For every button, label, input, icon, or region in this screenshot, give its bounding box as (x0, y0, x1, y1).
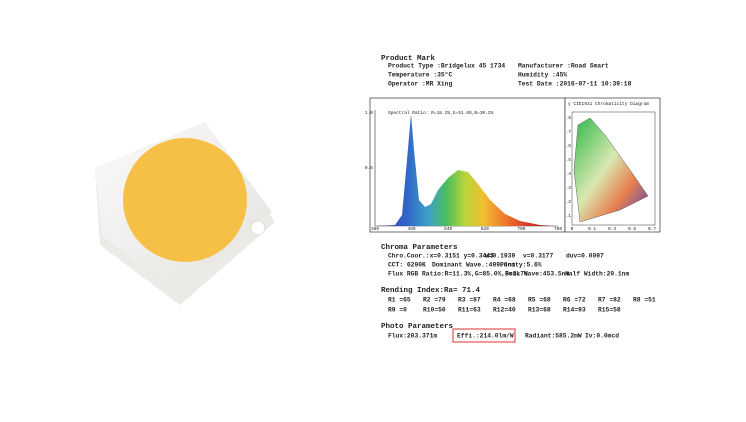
cie-title: y CIE1931 Chromaticity Diagram (568, 101, 649, 107)
info-field: Temperature :35°C (388, 71, 452, 79)
section-title: Chroma Parameters (381, 244, 458, 252)
y-tick-label: .8 (566, 115, 572, 121)
y-tick-label: 1.0 (365, 110, 373, 116)
photo-field: Iv:0.0mcd (585, 333, 619, 340)
cri-value: R5 =68 (528, 297, 551, 304)
y-tick-label: .3 (566, 185, 572, 191)
section-title: Rending Index:Ra= 71.4 (381, 287, 481, 295)
cri-value: R6 =72 (563, 297, 586, 304)
photo-field: Effi.:214.0lm/W (457, 333, 514, 340)
chroma-field: Peak Wave:453.5nm (505, 271, 569, 278)
led-photo (95, 122, 275, 305)
x-tick-label: 540 (444, 226, 452, 232)
y-tick-label: 0.5 (365, 165, 373, 171)
chroma-field: v=0.3177 (523, 253, 553, 260)
photo-field: Radiant:585.2mW (525, 333, 582, 340)
cri-value: R8 =51 (633, 297, 656, 304)
cri-value: R10=50 (423, 307, 446, 314)
info-field: Product Type :Bridgelux 45 1734 (388, 63, 505, 70)
spectral-ratio: Spectral Ratio: R=18.2%,G=51.6%,B=30.2% (388, 110, 494, 116)
cri-value: R4 =68 (493, 297, 516, 304)
info-field: Operator :MR Xing (388, 81, 452, 88)
chroma-field: Half Width:20.1nm (565, 271, 629, 278)
chroma-field: Purity:5.6% (500, 262, 542, 269)
info-field: Manufacturer :Road Smart (518, 63, 609, 70)
chroma-field: CCT: 6290K (388, 262, 426, 269)
led-phosphor (123, 138, 247, 262)
spectrum-curve (375, 114, 555, 226)
cri-value: R1 =65 (388, 297, 411, 304)
cri-value: R14=93 (563, 307, 586, 314)
x-tick-label: 0 (571, 226, 574, 232)
info-field: Humidity :45% (518, 72, 567, 79)
chroma-field: Chro.Coor.:x=0.3151 y=0.3443 (388, 253, 494, 260)
x-tick-label: 700 (517, 226, 525, 232)
chroma-field: duv=0.0097 (566, 253, 604, 260)
y-tick-label: .6 (566, 143, 572, 149)
cri-value: R11=63 (458, 307, 481, 314)
cri-value: R7 =82 (598, 297, 621, 304)
y-tick-label: .2 (566, 199, 572, 205)
cri-value: R13=68 (528, 307, 551, 314)
cri-value: R9 =0 (388, 307, 407, 314)
x-tick-label: 0.1 (588, 226, 596, 232)
led-notch (250, 220, 266, 236)
section-title: Photo Parameters (381, 323, 454, 331)
y-tick-label: .7 (566, 129, 572, 135)
chroma-field: Flux RGB Ratio:R=11.3%,G=85.0%,B=3.7% (388, 271, 528, 278)
y-tick-label: .4 (566, 171, 572, 177)
cri-value: R3 =87 (458, 297, 481, 304)
x-tick-label: 0.5 (628, 226, 636, 232)
efficacy-highlight (452, 328, 516, 343)
photo-field: Flux:203.371m (388, 333, 437, 340)
x-tick-label: 380 (371, 226, 379, 232)
chroma-field: Dominant Wave.:499.6nm (432, 262, 515, 269)
x-tick-label: 0.3 (608, 226, 616, 232)
cri-value: R12=40 (493, 307, 516, 314)
x-tick-label: 620 (481, 226, 489, 232)
chroma-field: u=0.1939 (485, 253, 515, 260)
section-title: Product Mark (381, 55, 436, 63)
info-field: Test Date :2016-07-11 10:39:18 (518, 81, 632, 88)
cri-value: R15=58 (598, 307, 621, 314)
y-tick-label: .5 (566, 157, 572, 163)
cie-plot-area (571, 111, 656, 226)
cri-value: R2 =79 (423, 297, 446, 304)
x-tick-label: 780 (554, 226, 562, 232)
x-tick-label: 460 (408, 226, 416, 232)
x-tick-label: 0.7 (648, 226, 656, 232)
y-tick-label: .1 (566, 213, 572, 219)
cie-locus (573, 117, 649, 223)
